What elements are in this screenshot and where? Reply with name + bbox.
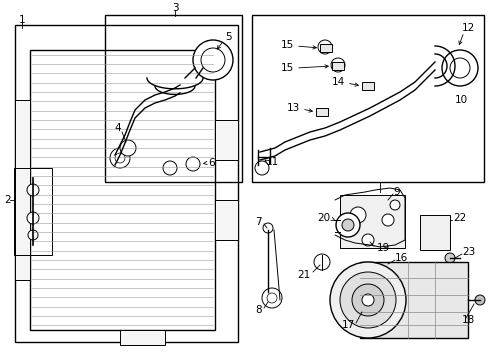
Text: 20: 20	[316, 213, 329, 223]
Bar	[315, 108, 327, 116]
Circle shape	[361, 294, 373, 306]
Text: 2: 2	[5, 195, 11, 205]
Circle shape	[201, 48, 224, 72]
Text: 3: 3	[171, 3, 178, 13]
Text: 14: 14	[331, 77, 345, 87]
Text: 12: 12	[461, 23, 474, 33]
Circle shape	[361, 234, 373, 246]
Bar	[319, 44, 331, 52]
Circle shape	[262, 288, 282, 308]
Bar	[215, 200, 238, 240]
Circle shape	[263, 223, 272, 233]
Circle shape	[335, 213, 359, 237]
Bar	[215, 120, 238, 160]
Circle shape	[349, 207, 365, 223]
Text: 10: 10	[454, 95, 467, 105]
Text: 11: 11	[265, 157, 279, 167]
Bar	[15, 100, 30, 280]
Bar	[251, 15, 483, 182]
Text: 18: 18	[461, 315, 474, 325]
Circle shape	[193, 40, 232, 80]
Text: 13: 13	[286, 103, 299, 113]
Text: 1: 1	[19, 15, 25, 25]
Circle shape	[266, 293, 276, 303]
Text: 6: 6	[207, 158, 214, 168]
Circle shape	[381, 214, 393, 226]
Circle shape	[441, 50, 477, 86]
Bar	[359, 262, 467, 338]
Text: 9: 9	[392, 187, 399, 197]
Text: 17: 17	[341, 320, 354, 330]
Text: 22: 22	[452, 213, 465, 223]
Circle shape	[444, 253, 454, 263]
Text: 19: 19	[376, 243, 389, 253]
Circle shape	[185, 157, 200, 171]
Text: 5: 5	[224, 32, 231, 42]
Bar	[15, 25, 238, 342]
Circle shape	[28, 230, 38, 240]
Circle shape	[163, 161, 177, 175]
Circle shape	[27, 184, 39, 196]
Bar	[120, 330, 164, 345]
Circle shape	[351, 284, 383, 316]
Text: 21: 21	[296, 270, 309, 280]
Circle shape	[449, 58, 469, 78]
Circle shape	[115, 153, 125, 163]
Bar	[339, 195, 404, 248]
Circle shape	[389, 200, 399, 210]
Circle shape	[110, 148, 130, 168]
Circle shape	[474, 295, 484, 305]
Circle shape	[27, 212, 39, 224]
Circle shape	[330, 58, 345, 72]
Text: 15: 15	[280, 63, 293, 73]
Circle shape	[313, 254, 329, 270]
Bar	[361, 82, 373, 90]
Circle shape	[317, 40, 331, 54]
Text: 15: 15	[280, 40, 293, 50]
Text: 8: 8	[255, 305, 262, 315]
Bar	[105, 15, 242, 182]
Bar	[331, 62, 343, 70]
Bar	[419, 215, 449, 250]
Text: 23: 23	[461, 247, 474, 257]
Circle shape	[341, 219, 353, 231]
Circle shape	[120, 140, 136, 156]
Circle shape	[254, 161, 268, 175]
Bar	[30, 50, 215, 330]
Text: 7: 7	[255, 217, 262, 227]
Circle shape	[329, 262, 405, 338]
Bar	[14, 168, 52, 255]
Circle shape	[339, 272, 395, 328]
Text: 16: 16	[394, 253, 407, 263]
Text: 4: 4	[115, 123, 121, 133]
